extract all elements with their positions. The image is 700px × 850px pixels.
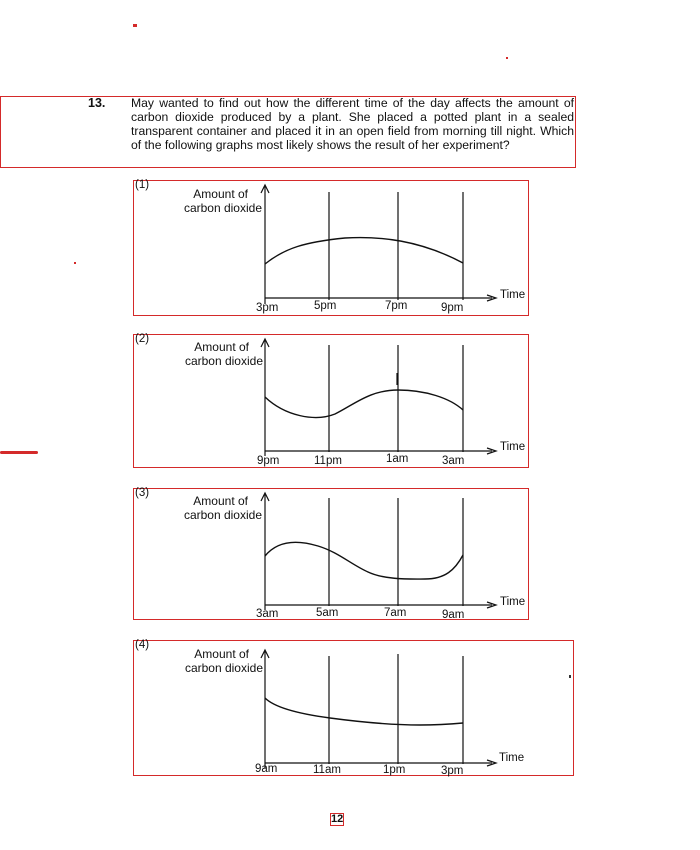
option-box-3[interactable] [133,488,529,620]
y-axis-label: Amount of carbon dioxide [184,647,263,675]
x-axis-arrow [486,759,498,767]
option-label: (4) [135,639,150,651]
question-highlight-box [0,96,576,168]
question-text: May wanted to find out how the different… [131,96,574,152]
red-speck [506,57,508,59]
y-axis-arrow [260,491,270,502]
option-box-1[interactable] [133,180,529,316]
y-axis-label: Amount of carbon dioxide [183,187,262,215]
x-axis-arrow [486,447,498,455]
x-axis-arrow [486,601,498,609]
y-axis-label: Amount of carbon dioxide [183,494,262,522]
x-tick-label: 3pm [256,302,279,314]
option-label: (3) [135,487,150,499]
x-tick-label: 9am [255,763,278,775]
red-speck [133,24,137,27]
x-axis-label: Time [499,752,525,764]
question-number: 13. [88,96,106,110]
x-tick-label: 11am [313,764,341,776]
page-number: 12 [330,813,344,826]
option-label: (1) [135,179,150,191]
x-tick-label: 3am [256,608,279,620]
data-curve [264,236,464,265]
option-box-4[interactable] [133,640,574,776]
x-tick-label: 9pm [441,302,464,314]
x-axis-label: Time [500,289,526,301]
x-tick-label: 7am [384,607,407,619]
y-axis-arrow [260,648,270,659]
x-tick-label: 7pm [385,300,408,312]
red-speck [74,262,76,264]
x-tick-label: 9pm [257,455,280,467]
x-tick-label: 5pm [314,300,337,312]
x-tick-label: 1am [386,453,409,465]
option-label: (2) [135,333,150,345]
y-axis-arrow [260,337,270,348]
x-axis-label: Time [500,441,526,453]
x-tick-label: 9am [442,609,465,621]
x-axis-label: Time [500,596,526,608]
data-curve [264,541,464,580]
x-axis-arrow [486,294,498,302]
red-speck [569,675,571,678]
data-curve [264,697,464,726]
x-tick-label: 11pm [314,455,342,467]
y-axis-label: Amount of carbon dioxide [184,340,263,368]
x-tick-label: 3pm [441,765,464,777]
data-curve [264,389,464,419]
x-tick-label: 3am [442,455,465,467]
y-axis-arrow [260,183,270,194]
option-box-2[interactable] [133,334,529,468]
red-mark [0,451,38,454]
x-tick-label: 5am [316,607,339,619]
x-tick-label: 1pm [383,764,406,776]
